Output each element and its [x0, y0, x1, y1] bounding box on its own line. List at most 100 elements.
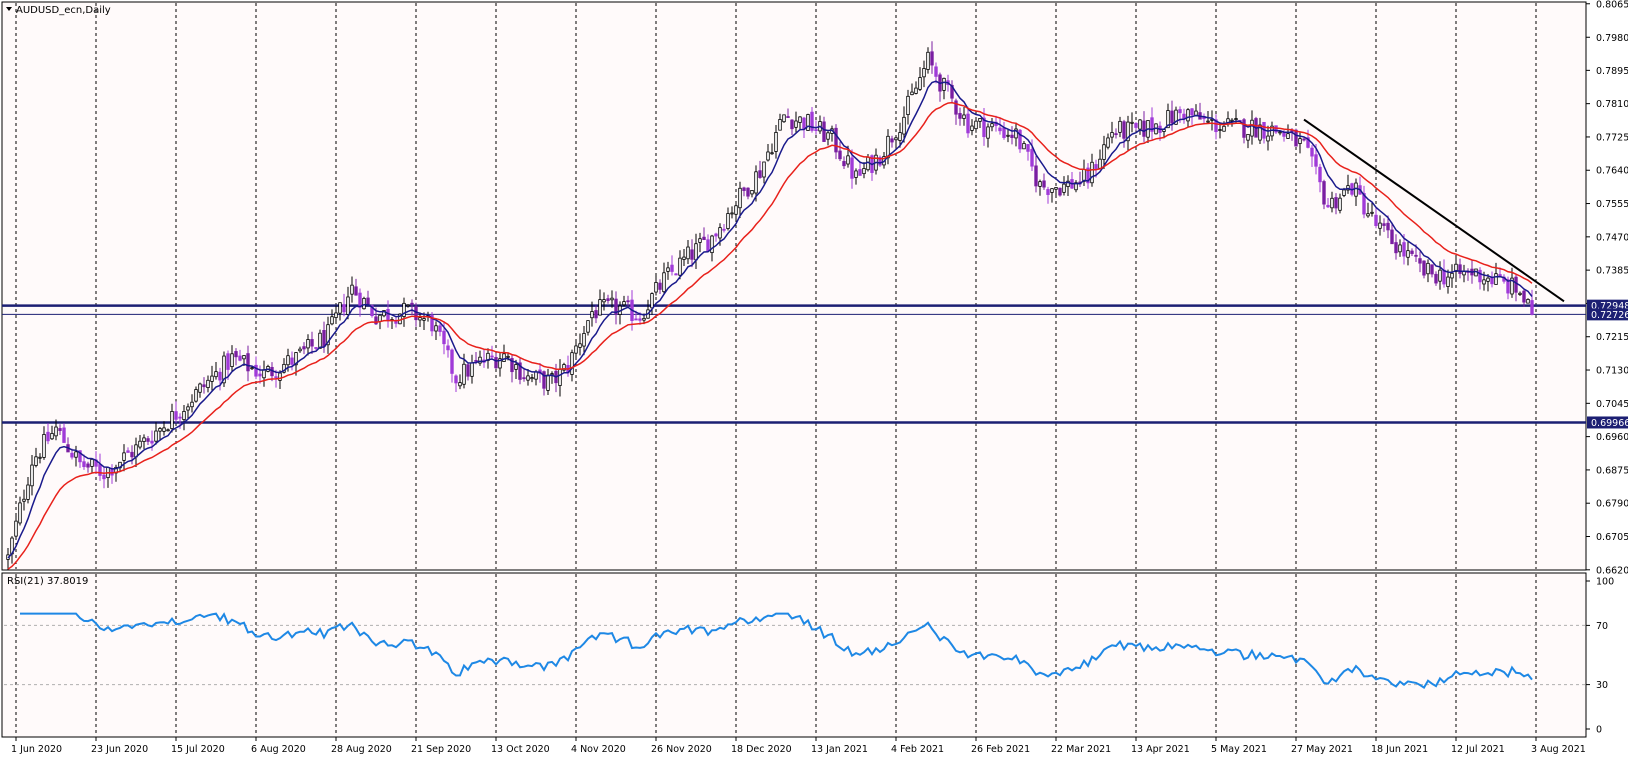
candle-body — [754, 171, 758, 194]
candle-body — [514, 364, 518, 370]
candle-body — [238, 355, 242, 361]
candle-body — [150, 440, 154, 444]
candle-body — [226, 353, 230, 370]
rsi-title: RSI(21) 37.8019 — [7, 576, 88, 587]
candle-body — [790, 119, 794, 130]
candle-body — [1086, 167, 1090, 184]
candle-body — [586, 320, 590, 333]
moving-average-line — [7, 80, 1533, 559]
candle-body — [1426, 262, 1430, 275]
candle-body — [962, 114, 966, 119]
candle-body — [350, 284, 354, 295]
price-tick-label: 0.80655 — [1596, 0, 1628, 10]
candle-body — [622, 301, 626, 306]
candle-body — [182, 410, 186, 420]
candle-body — [722, 228, 726, 231]
candle-body — [130, 451, 134, 458]
candle-body — [1526, 298, 1530, 304]
candle-body — [1046, 189, 1050, 195]
time-tick-label: 27 May 2021 — [1291, 744, 1353, 755]
rsi-line — [20, 612, 1533, 690]
price-tick-label: 0.68755 — [1596, 465, 1628, 476]
candle-body — [358, 292, 362, 308]
candle-body — [262, 369, 266, 379]
candle-body — [570, 352, 574, 375]
candle-body — [302, 346, 306, 350]
candle-body — [322, 330, 326, 347]
candle-body — [326, 324, 330, 346]
candle-body — [342, 304, 346, 313]
candle-body — [650, 293, 654, 309]
candle-body — [1018, 129, 1022, 150]
candle-body — [222, 355, 226, 384]
moving-average-line — [7, 101, 1533, 570]
candle-body — [470, 362, 474, 377]
candle-body — [386, 308, 390, 321]
candle-body — [466, 364, 470, 377]
candle-body — [910, 91, 914, 96]
candle-body — [442, 330, 446, 345]
candle-body — [1446, 276, 1450, 287]
candle-body — [362, 298, 366, 310]
candle-body — [686, 246, 690, 260]
candle-body — [1486, 277, 1490, 282]
time-tick-label: 6 Aug 2020 — [251, 744, 306, 755]
candle-body — [190, 401, 194, 408]
candle-body — [1506, 279, 1510, 294]
dropdown-arrow-icon[interactable] — [6, 7, 12, 11]
candle-body — [158, 428, 162, 432]
candle-body — [134, 444, 138, 458]
candle-body — [354, 286, 358, 296]
time-tick-label: 13 Jan 2021 — [811, 744, 868, 755]
candle-body — [1066, 180, 1070, 187]
candle-body — [1010, 134, 1014, 138]
candle-body — [734, 205, 738, 215]
candle-body — [1374, 214, 1378, 226]
candle-body — [78, 450, 82, 463]
candle-body — [562, 364, 566, 371]
candle-body — [202, 384, 206, 388]
candle-body — [974, 120, 978, 130]
candle-body — [634, 318, 638, 321]
candle-body — [526, 375, 530, 381]
candle-body — [1362, 193, 1366, 215]
candle-body — [718, 227, 722, 239]
time-tick-label: 3 Aug 2021 — [1531, 744, 1586, 755]
candle-body — [1106, 137, 1110, 148]
trendline-group — [1303, 118, 1565, 303]
candle-body — [838, 150, 842, 160]
candle-body — [22, 498, 26, 502]
candle-body — [410, 302, 414, 305]
moving-averages — [7, 80, 1533, 570]
candle-body — [1330, 197, 1334, 209]
candle-body — [1002, 127, 1006, 138]
candle-body — [34, 456, 38, 466]
candle-body — [702, 236, 706, 241]
candle-body — [450, 349, 454, 374]
candle-body — [174, 411, 178, 420]
candle-body — [42, 434, 46, 458]
rsi-series — [4, 612, 1586, 690]
candle-body — [1054, 187, 1058, 190]
candle-body — [178, 416, 182, 419]
time-tick-label: 5 May 2021 — [1211, 744, 1267, 755]
candle-body — [54, 426, 58, 437]
candle-body — [698, 238, 702, 243]
candle-body — [1222, 125, 1226, 132]
candle-body — [1390, 229, 1394, 245]
candle-body — [1266, 135, 1270, 142]
candle-body — [414, 306, 418, 321]
candle-body — [490, 355, 494, 358]
candle-body — [886, 135, 890, 159]
candle-body — [1450, 272, 1454, 279]
candle-body — [506, 355, 510, 358]
candle-body — [854, 170, 858, 178]
candle-body — [862, 168, 866, 175]
candle-body — [814, 129, 818, 131]
candle-body — [606, 298, 610, 301]
candle-body — [1394, 242, 1398, 254]
trendline[interactable] — [1303, 118, 1565, 303]
candle-body — [46, 431, 50, 442]
candle-body — [1258, 124, 1262, 141]
